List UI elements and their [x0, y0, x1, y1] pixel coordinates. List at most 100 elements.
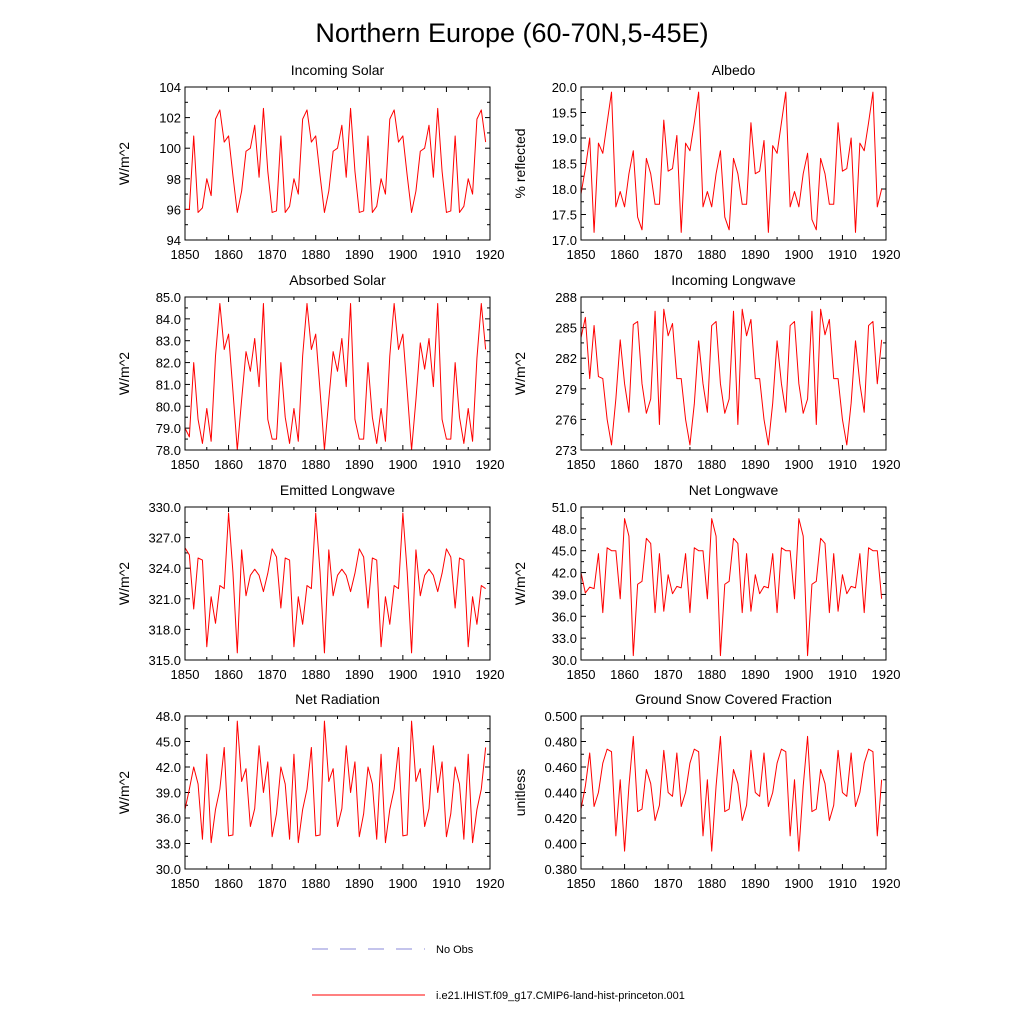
y-tick-label: 42.0: [552, 566, 577, 581]
x-tick-label: 1920: [476, 667, 505, 682]
y-tick-label: 17.5: [552, 208, 577, 223]
x-tick-label: 1890: [345, 667, 374, 682]
y-axis-label: W/m^2: [116, 771, 132, 814]
panel-absorbed-solar: Absorbed Solar W/m^2 1850 1860 1870 1880 1890 1…: [116, 272, 504, 472]
y-tick-label: 100: [159, 141, 181, 156]
x-tick-label: 1920: [872, 457, 901, 472]
y-tick-label: 80.0: [156, 399, 181, 414]
y-tick-label: 324.0: [148, 561, 181, 576]
series-line: [580, 518, 883, 657]
x-tick-label: 1910: [828, 876, 857, 891]
x-tick-label: 1890: [741, 457, 770, 472]
x-tick-label: 1910: [432, 667, 461, 682]
x-tick-label: 1910: [828, 457, 857, 472]
x-tick-label: 1850: [567, 247, 596, 262]
y-axis-label: W/m^2: [116, 562, 132, 605]
x-tick-label: 1890: [345, 457, 374, 472]
x-tick-label: 1920: [872, 667, 901, 682]
panel-incoming-longwave: Incoming Longwave W/m^2 1850 1860 1870 1880 18…: [512, 272, 900, 472]
y-tick-label: 33.0: [156, 837, 181, 852]
x-tick-label: 1900: [784, 876, 813, 891]
y-axis-label: W/m^2: [512, 352, 528, 395]
y-tick-label: 276: [555, 412, 577, 427]
x-tick-label: 1920: [476, 876, 505, 891]
y-tick-label: 0.420: [544, 811, 577, 826]
plot-frame: [580, 296, 887, 451]
x-tick-label: 1870: [654, 247, 683, 262]
x-tick-label: 1900: [388, 876, 417, 891]
panel-title: Emitted Longwave: [280, 482, 395, 498]
panel-ground-snow-covered-fraction: Ground Snow Covered Fraction unitless 1850…: [512, 691, 900, 891]
y-tick-label: 30.0: [156, 862, 181, 877]
x-tick-label: 1860: [214, 457, 243, 472]
x-tick-label: 1890: [741, 876, 770, 891]
x-tick-label: 1880: [697, 247, 726, 262]
x-tick-label: 1890: [741, 247, 770, 262]
panel-title: Net Radiation: [295, 691, 380, 707]
y-tick-label: 104: [159, 80, 181, 95]
y-axis-label: W/m^2: [116, 352, 132, 395]
panel-net-radiation: Net Radiation W/m^2 1850 1860 1870 1880 1890 19…: [116, 691, 504, 891]
x-tick-label: 1900: [784, 457, 813, 472]
y-tick-label: 48.0: [156, 709, 181, 724]
panel-title: Absorbed Solar: [289, 272, 386, 288]
y-tick-label: 0.480: [544, 735, 577, 750]
legend: No Obs i.e21.IHIST.f09_g17.CMIP6-land-hi…: [312, 944, 685, 1002]
series-line: [185, 107, 487, 213]
x-tick-label: 1870: [654, 876, 683, 891]
panel-title: Incoming Solar: [291, 62, 385, 78]
x-tick-label: 1860: [610, 457, 639, 472]
y-tick-label: 98: [167, 172, 181, 187]
x-tick-label: 1850: [171, 876, 200, 891]
y-tick-label: 45.0: [552, 544, 577, 559]
x-tick-label: 1910: [432, 876, 461, 891]
y-tick-label: 39.0: [156, 786, 181, 801]
y-tick-label: 330.0: [148, 500, 181, 515]
y-tick-label: 17.0: [552, 233, 577, 248]
panel-title: Ground Snow Covered Fraction: [635, 691, 832, 707]
x-tick-label: 1850: [567, 667, 596, 682]
y-tick-label: 282: [555, 351, 577, 366]
x-tick-label: 1850: [171, 457, 200, 472]
y-tick-label: 18.0: [552, 182, 577, 197]
y-tick-label: 79.0: [156, 421, 181, 436]
y-tick-label: 39.0: [552, 587, 577, 602]
x-tick-label: 1860: [610, 876, 639, 891]
x-tick-label: 1870: [258, 876, 287, 891]
panel-title: Albedo: [712, 62, 756, 78]
series-line: [580, 735, 883, 852]
x-tick-label: 1880: [301, 876, 330, 891]
plot-frame: [580, 506, 887, 661]
x-tick-label: 1860: [610, 247, 639, 262]
y-tick-label: 96: [167, 202, 181, 217]
x-tick-label: 1870: [258, 667, 287, 682]
x-tick-label: 1880: [697, 876, 726, 891]
x-tick-label: 1910: [432, 247, 461, 262]
panel-net-longwave: Net Longwave W/m^2 1850 1860 1870 1880 1890 190…: [512, 482, 900, 682]
y-tick-label: 94: [167, 233, 181, 248]
y-tick-label: 321.0: [148, 592, 181, 607]
x-tick-label: 1910: [828, 247, 857, 262]
series-line: [580, 308, 883, 446]
y-axis-label: W/m^2: [512, 562, 528, 605]
panel-grid: Incoming Solar W/m^2 1850 1860 1870 1880 1890 1…: [116, 62, 900, 891]
y-tick-label: 82.0: [156, 356, 181, 371]
x-tick-label: 1850: [567, 876, 596, 891]
y-tick-label: 36.0: [156, 811, 181, 826]
y-tick-label: 19.5: [552, 106, 577, 121]
panel-incoming-solar: Incoming Solar W/m^2 1850 1860 1870 1880 1890 1…: [116, 62, 504, 262]
y-tick-label: 288: [555, 290, 577, 305]
y-axis-label: % reflected: [512, 128, 528, 198]
y-tick-label: 78.0: [156, 443, 181, 458]
x-tick-label: 1870: [654, 457, 683, 472]
y-tick-label: 33.0: [552, 631, 577, 646]
y-tick-label: 36.0: [552, 609, 577, 624]
x-tick-label: 1920: [872, 876, 901, 891]
x-tick-label: 1850: [567, 457, 596, 472]
series-line: [580, 91, 883, 233]
x-tick-label: 1900: [784, 667, 813, 682]
y-tick-label: 19.0: [552, 131, 577, 146]
y-tick-label: 0.500: [544, 709, 577, 724]
x-tick-label: 1850: [171, 667, 200, 682]
